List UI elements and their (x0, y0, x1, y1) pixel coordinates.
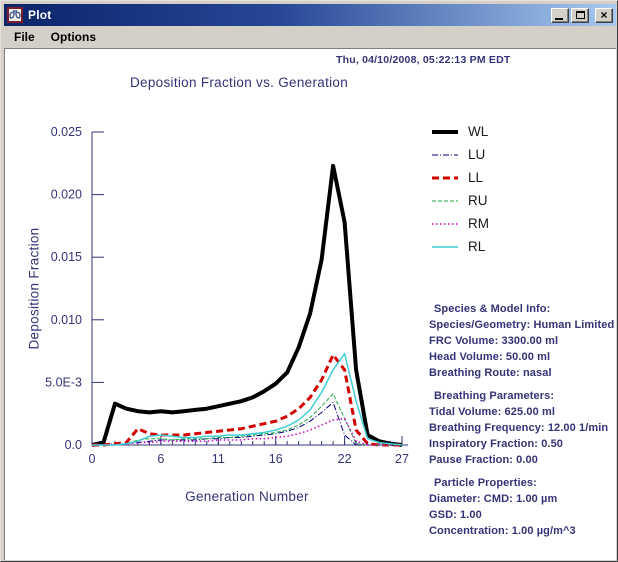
info-line: Breathing Route: nasal (429, 367, 552, 379)
minimize-icon (555, 17, 563, 20)
legend-item-RU: RU (432, 189, 489, 212)
legend-label: RU (468, 193, 488, 208)
x-tick-label: 6 (157, 452, 164, 466)
title-bar[interactable]: Plot × (4, 4, 616, 26)
info-line: Species/Geometry: Human Limited (429, 319, 615, 331)
menu-file[interactable]: File (14, 30, 35, 44)
x-tick-label: 0 (89, 452, 96, 466)
legend-label: RM (468, 216, 489, 231)
info-line: Pause Fraction: 0.00 (429, 454, 538, 466)
info-section: Species & Model Info: Species/Geometry: H… (429, 301, 615, 381)
content-area: Thu, 04/10/2008, 05:22:13 PM EDT Deposit… (4, 48, 616, 560)
legend-item-RL: RL (432, 235, 489, 258)
series-line-LU (92, 401, 402, 446)
info-line: Head Volume: 50.00 ml (429, 351, 551, 363)
y-tick-label: 5.0E-3 (45, 375, 82, 389)
info-line: Concentration: 1.00 µg/m^3 (429, 525, 576, 537)
info-line: Inspiratory Fraction: 0.50 (429, 438, 564, 450)
series-line-RL (92, 352, 403, 446)
legend-item-LU: LU (432, 143, 489, 166)
x-tick-label: 22 (338, 452, 352, 466)
info-line: FRC Volume: 3300.00 ml (429, 335, 559, 347)
x-tick-label: 16 (269, 452, 283, 466)
legend-item-RM: RM (432, 212, 489, 235)
legend-swatch-LU (432, 154, 458, 155)
window-controls: × (551, 7, 613, 23)
y-tick-label: 0.0 (65, 438, 82, 452)
y-tick-label: 0.020 (51, 188, 82, 202)
info-section-header: Particle Properties: (434, 477, 537, 489)
window-title: Plot (28, 8, 52, 22)
y-axis-title: Deposition Fraction (26, 227, 42, 350)
info-line: Diameter: CMD: 1.00 µm (429, 493, 558, 505)
legend-label: RL (468, 239, 486, 254)
series-line-RU (92, 393, 402, 446)
x-tick-label: 11 (212, 452, 225, 466)
legend-label: WL (468, 124, 489, 139)
x-tick-label: 27 (395, 452, 409, 466)
menu-options[interactable]: Options (50, 30, 96, 44)
y-tick-label: 0.010 (51, 313, 82, 327)
legend-swatch-RM (432, 222, 458, 225)
series-line-LL (92, 353, 402, 447)
menu-bar: File Options (4, 26, 616, 48)
info-section-header: Species & Model Info: (434, 303, 551, 315)
legend-item-LL: LL (432, 166, 489, 189)
series-line-WL (91, 163, 403, 447)
legend-swatch-RU (432, 200, 458, 201)
info-section: Breathing Parameters: Tidal Volume: 625.0… (429, 388, 615, 468)
legend-swatch-LL (432, 176, 458, 179)
timestamp: Thu, 04/10/2008, 05:22:13 PM EDT (336, 54, 511, 66)
legend-label: LU (468, 147, 486, 162)
info-panel: Species & Model Info: Species/Geometry: H… (429, 301, 615, 539)
info-section-header: Breathing Parameters: (434, 390, 555, 402)
y-tick-label: 0.015 (51, 250, 82, 264)
legend-item-WL: WL (432, 120, 489, 143)
info-line: Tidal Volume: 625.00 ml (429, 406, 555, 418)
info-line: Breathing Frequency: 12.00 1/min (429, 422, 609, 434)
info-line: GSD: 1.00 (429, 509, 482, 521)
minimize-button[interactable] (551, 7, 569, 23)
legend-swatch-RL (432, 245, 458, 248)
chart-title: Deposition Fraction vs. Generation (130, 75, 349, 90)
chart-legend: WL LU LL RU RM RL (432, 120, 489, 258)
maximize-icon (575, 11, 585, 19)
close-icon: × (600, 8, 608, 22)
x-axis-title: Generation Number (185, 489, 309, 504)
legend-label: LL (468, 170, 484, 185)
chart-plot-area: 0.0 5.0E-3 0.010 0.015 0.020 0.025 0 6 11 16 22 27 (45, 125, 409, 466)
legend-swatch-WL (432, 129, 458, 134)
close-button[interactable]: × (595, 7, 613, 23)
y-tick-label: 0.025 (51, 125, 82, 139)
series-line-RM (92, 417, 402, 446)
maximize-button[interactable] (571, 7, 589, 23)
app-lungs-icon (7, 7, 23, 23)
info-section: Particle Properties: Diameter: CMD: 1.00 … (429, 475, 615, 539)
